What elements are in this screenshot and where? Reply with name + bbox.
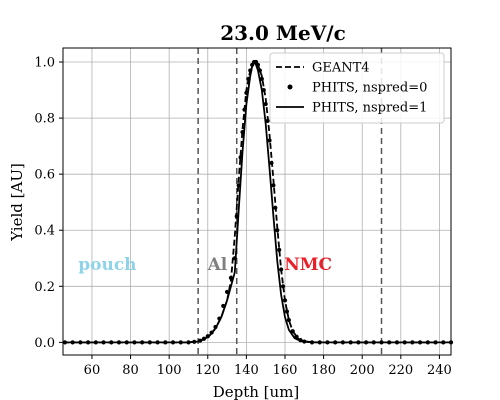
data-point (290, 329, 295, 334)
x-tick-label: 140 (234, 363, 259, 378)
data-point (224, 289, 230, 295)
series-line (63, 61, 451, 344)
region-label: NMC (284, 255, 332, 275)
data-point (267, 138, 272, 143)
plot-frame (62, 47, 452, 356)
chart-title: 23.0 MeV/c (220, 21, 346, 45)
data-point (284, 309, 290, 314)
y-tick-label: 0.6 (34, 168, 55, 183)
region-label: pouch (78, 255, 136, 275)
x-tick-label: 200 (350, 363, 375, 378)
data-point (273, 205, 278, 210)
legend-marker (287, 84, 293, 90)
legend-box (269, 52, 445, 124)
x-tick-label: 220 (388, 363, 413, 378)
x-tick-label: 80 (122, 363, 139, 378)
y-tick-label: 0.2 (34, 280, 55, 295)
data-point (259, 76, 264, 81)
y-tick-label: 0.4 (34, 224, 55, 239)
legend-entry: GEANT4 (312, 61, 370, 76)
data-point (275, 228, 280, 233)
x-axis-label: Depth [um] (213, 383, 300, 400)
x-tick-label: 100 (157, 363, 182, 378)
x-tick-label: 120 (195, 363, 220, 378)
data-point (269, 160, 274, 166)
x-tick-label: 160 (273, 363, 298, 378)
legend-entry: PHITS, nspred=0 (312, 81, 427, 96)
data-point (265, 118, 270, 123)
region-labels: pouch Al NMC (78, 255, 332, 275)
data-point (279, 267, 284, 272)
x-tick-label: 60 (84, 363, 101, 378)
data-point (228, 275, 234, 280)
axes: 60 80 100 120 140 160 180 200 220 240 0.0 0.2 0.4 0.6… (34, 47, 452, 378)
y-tick-label: 0.0 (34, 336, 55, 351)
data-point (271, 183, 276, 188)
y-tick-label: 0.8 (34, 112, 55, 127)
data-point (263, 101, 268, 107)
y-axis-label: Yield [AU] (8, 163, 26, 242)
y-tick-label: 1.0 (34, 56, 55, 71)
legend-entry: PHITS, nspred=1 (312, 101, 427, 116)
data-point (286, 317, 291, 323)
region-label: Al (207, 255, 228, 275)
data-point (277, 247, 282, 252)
series (62, 59, 454, 345)
legend: GEANT4 PHITS, nspred=0 PHITS, nspred=1 (269, 52, 445, 124)
x-tick-label: 240 (427, 363, 452, 378)
x-tick-label: 180 (311, 363, 336, 378)
data-point (280, 284, 286, 289)
data-point (282, 298, 288, 303)
